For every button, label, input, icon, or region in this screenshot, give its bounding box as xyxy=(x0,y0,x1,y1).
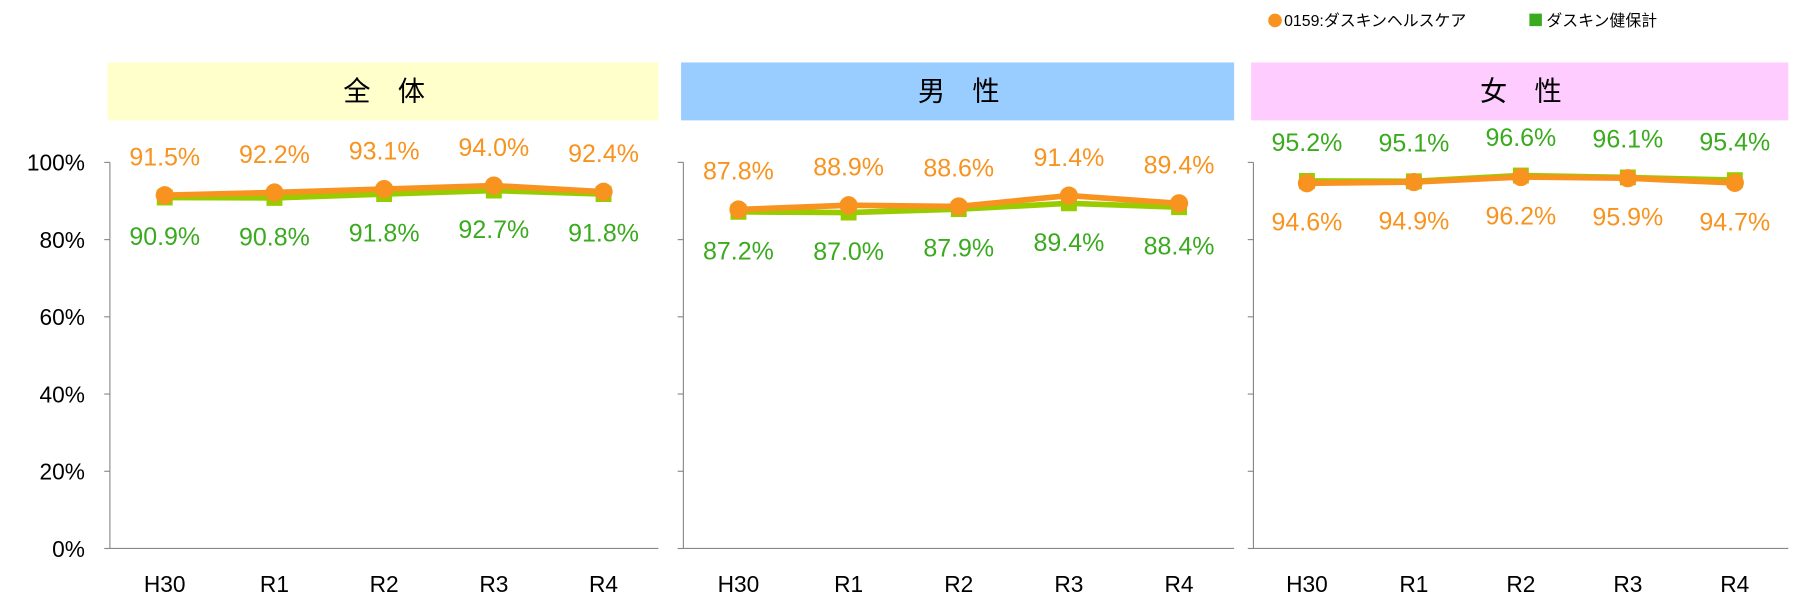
marker xyxy=(1297,174,1317,193)
data-label: 91.8% xyxy=(568,220,639,248)
title-band xyxy=(1251,62,1789,121)
x-tick-label: R3 xyxy=(1613,571,1642,597)
data-label: 90.8% xyxy=(239,223,310,251)
marker xyxy=(1725,173,1744,192)
y-tick-label: 100% xyxy=(27,150,85,176)
marker xyxy=(1404,172,1423,192)
data-label: 95.4% xyxy=(1699,128,1770,156)
y-tick-label: 0% xyxy=(52,536,85,562)
y-tick-label: 80% xyxy=(39,227,84,253)
x-tick-label: H30 xyxy=(1286,571,1328,597)
chart-title: 男 性 xyxy=(918,75,1000,106)
data-label: 96.1% xyxy=(1592,126,1663,154)
title-band xyxy=(107,62,659,121)
x-tick-label: R4 xyxy=(1165,571,1194,597)
marker xyxy=(484,176,503,195)
data-label: 95.9% xyxy=(1592,204,1663,232)
x-tick-label: R3 xyxy=(1054,571,1083,597)
x-tick-label: R1 xyxy=(1399,571,1428,597)
marker xyxy=(265,183,284,202)
legend-label: 0159:ダスキンヘルスケア xyxy=(1284,12,1466,30)
x-tick-label: R2 xyxy=(944,571,973,597)
title-band xyxy=(681,62,1235,121)
data-label: 89.4% xyxy=(1034,229,1105,257)
data-label: 91.4% xyxy=(1034,144,1105,172)
legend-label: ダスキン健保計 xyxy=(1546,12,1657,30)
data-label: 94.0% xyxy=(458,134,529,162)
y-tick-label: 20% xyxy=(39,459,84,485)
data-label: 92.2% xyxy=(239,141,310,169)
data-label: 91.8% xyxy=(349,220,420,248)
data-label: 91.5% xyxy=(129,143,200,171)
x-tick-label: R2 xyxy=(370,571,399,597)
legend-marker xyxy=(1529,13,1542,27)
data-label: 95.1% xyxy=(1378,130,1449,158)
marker xyxy=(1618,169,1637,188)
marker xyxy=(839,196,858,215)
data-label: 94.9% xyxy=(1378,208,1449,236)
y-tick-label: 40% xyxy=(39,381,84,407)
marker xyxy=(155,186,174,205)
chart-title: 全 体 xyxy=(343,75,425,106)
x-tick-label: H30 xyxy=(718,571,760,597)
data-label: 96.2% xyxy=(1485,203,1556,231)
data-label: 94.7% xyxy=(1699,208,1770,236)
x-tick-label: H30 xyxy=(144,571,186,597)
marker xyxy=(594,182,613,201)
marker xyxy=(1169,194,1189,213)
marker xyxy=(949,197,968,216)
marker xyxy=(1511,167,1530,187)
marker xyxy=(729,200,748,219)
legend-marker xyxy=(1268,13,1282,28)
data-label: 94.6% xyxy=(1272,209,1343,237)
data-label: 90.9% xyxy=(129,223,200,251)
data-label: 96.6% xyxy=(1485,124,1556,152)
data-label: 93.1% xyxy=(349,137,420,165)
data-label: 89.4% xyxy=(1144,152,1215,180)
data-label: 87.8% xyxy=(703,158,774,186)
data-label: 92.7% xyxy=(458,216,529,244)
data-label: 87.0% xyxy=(813,238,884,266)
data-label: 87.9% xyxy=(923,235,994,263)
marker xyxy=(1059,186,1078,205)
data-label: 95.2% xyxy=(1272,129,1343,157)
data-label: 88.6% xyxy=(923,155,994,183)
marker xyxy=(375,179,394,199)
x-tick-label: R4 xyxy=(1720,571,1749,597)
x-tick-label: R1 xyxy=(260,571,289,597)
y-tick-label: 60% xyxy=(39,304,84,330)
x-tick-label: R4 xyxy=(589,571,618,597)
chart-title: 女 性 xyxy=(1480,75,1562,106)
x-tick-label: R3 xyxy=(479,571,508,597)
data-label: 87.2% xyxy=(703,237,774,265)
data-label: 88.9% xyxy=(813,154,884,182)
data-label: 88.4% xyxy=(1144,233,1215,261)
x-tick-label: R1 xyxy=(834,571,863,597)
data-label: 92.4% xyxy=(568,140,639,168)
x-tick-label: R2 xyxy=(1506,571,1535,597)
